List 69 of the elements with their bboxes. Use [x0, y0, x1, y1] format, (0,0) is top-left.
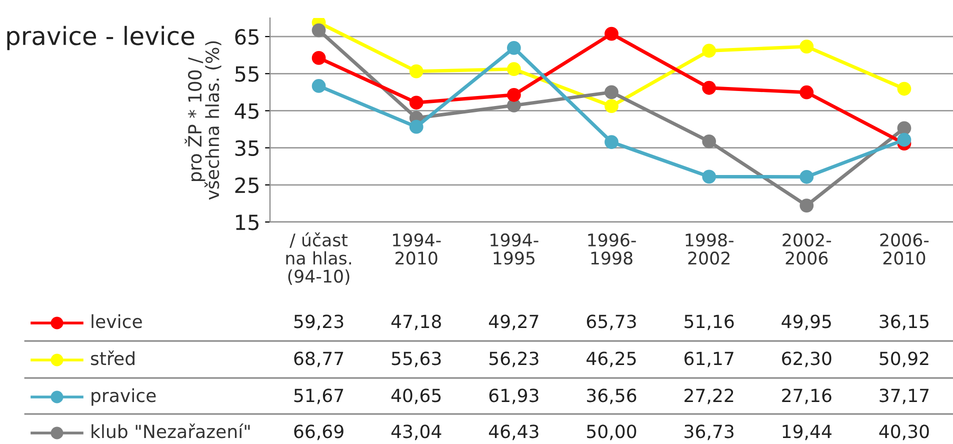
- data-label: 49,95: [782, 314, 831, 330]
- data-label: 68,77: [294, 352, 344, 368]
- y-tick-label: 45: [234, 103, 258, 119]
- point: [604, 85, 618, 100]
- y-tick-label: 35: [235, 140, 258, 156]
- point: [506, 88, 521, 102]
- data-label: 51,67: [294, 388, 344, 404]
- data-label: 43,04: [391, 424, 442, 440]
- y-tick-label: 25: [235, 177, 258, 194]
- data-label: 47,18: [391, 314, 441, 330]
- y-tick-label: 65: [235, 29, 258, 45]
- point: [409, 96, 424, 110]
- data-label: 56,23: [489, 352, 538, 368]
- point: [312, 79, 326, 93]
- y-tick-label: 55: [235, 66, 258, 82]
- data-label: 27,16: [782, 388, 832, 404]
- point: [897, 121, 912, 136]
- point: [506, 62, 521, 76]
- x-tick-label: 1998- 2002: [686, 233, 734, 265]
- point: [604, 26, 618, 41]
- data-label: 49,27: [488, 314, 538, 330]
- point: [604, 99, 618, 114]
- point: [800, 170, 814, 184]
- y-tick-label: 15: [236, 214, 258, 230]
- data-label: 36,56: [587, 388, 636, 404]
- point: [897, 132, 912, 147]
- point: [312, 23, 326, 38]
- data-label: 62,30: [782, 352, 832, 368]
- legend-label: levice: [92, 314, 142, 328]
- legend-label: střed: [90, 350, 134, 366]
- data-label: 36,15: [880, 314, 928, 330]
- data-label: 61,17: [684, 352, 734, 368]
- point: [897, 82, 912, 96]
- point: [702, 170, 716, 184]
- x-tick-label: 1996- 1998: [588, 233, 636, 265]
- data-label: 50,00: [587, 424, 636, 440]
- data-label: 36,73: [684, 424, 734, 440]
- data-label: 46,25: [586, 352, 636, 368]
- point: [800, 40, 814, 54]
- data-label: 66,69: [294, 424, 344, 440]
- data-label: 19,44: [782, 424, 832, 440]
- data-label: 59,23: [294, 314, 344, 330]
- legend-label: klub "Nezařazení": [92, 424, 250, 438]
- data-label: 55,63: [392, 352, 441, 368]
- point: [312, 51, 326, 65]
- point: [506, 40, 521, 55]
- x-tick-label: 1994- 2010: [393, 233, 441, 265]
- data-label: 40,65: [391, 388, 441, 404]
- legend-label: pravice: [92, 388, 156, 406]
- data-label: 27,22: [684, 388, 734, 404]
- point: [409, 120, 424, 134]
- x-tick-label: 2002- 2006: [782, 233, 832, 265]
- data-label: 37,17: [880, 388, 929, 404]
- x-tick-label: / účast na hlas. (94-10): [286, 232, 352, 285]
- point: [800, 198, 814, 212]
- x-tick-label: 1994- 1995: [490, 233, 538, 265]
- point: [702, 134, 716, 148]
- data-label: 50,92: [880, 352, 928, 368]
- data-label: 51,16: [684, 314, 734, 330]
- x-tick-label: 2006- 2010: [880, 233, 929, 265]
- point: [604, 135, 618, 149]
- data-label: 65,73: [586, 314, 636, 330]
- point: [702, 44, 716, 58]
- data-label: 40,30: [879, 424, 929, 440]
- data-label: 46,43: [488, 424, 538, 440]
- point: [800, 85, 814, 100]
- point: [702, 80, 716, 95]
- point: [409, 64, 424, 78]
- data-label: 61,93: [489, 388, 538, 404]
